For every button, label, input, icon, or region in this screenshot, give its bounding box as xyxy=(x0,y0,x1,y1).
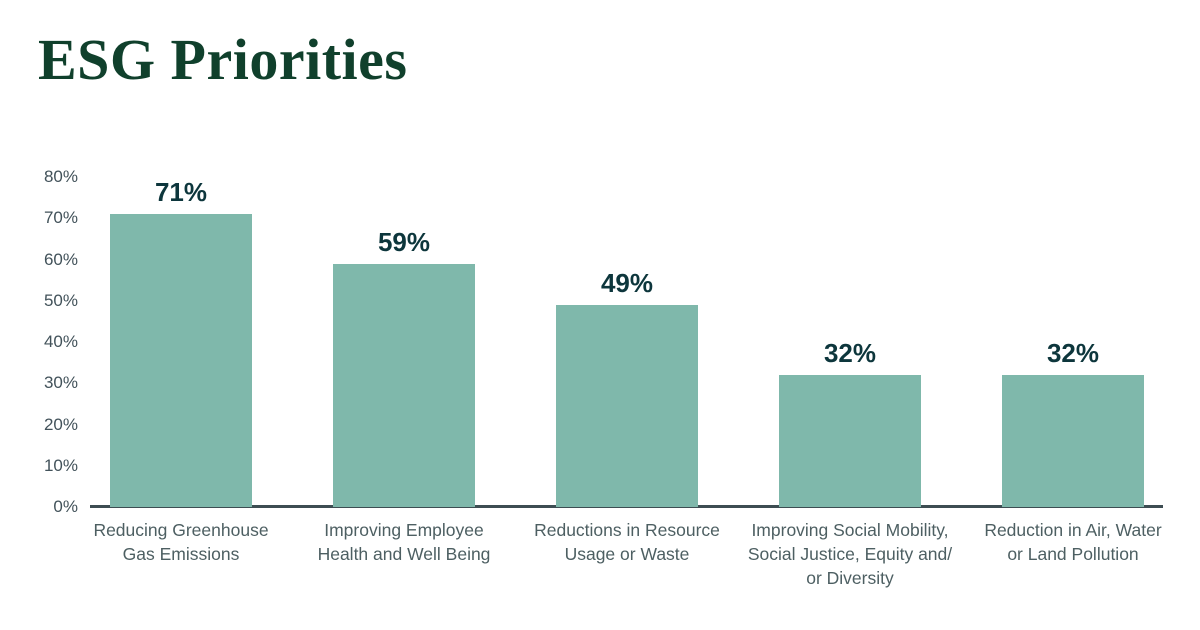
chart-title: ESG Priorities xyxy=(38,27,408,92)
category-label: Reducing Greenhouse Gas Emissions xyxy=(93,520,269,564)
category-label: Reduction in Air, Water or Land Pollutio… xyxy=(984,520,1162,564)
y-tick-label: 20% xyxy=(43,414,78,434)
category-label: Reductions in Resource Usage or Waste xyxy=(534,520,720,564)
y-axis: 0% 10% 20% 30% 40% 50% 60% 70% 80% xyxy=(0,167,78,516)
y-tick-label: 50% xyxy=(43,290,78,310)
y-tick-label: 0% xyxy=(53,497,78,516)
bar-value-label: 59% xyxy=(377,226,431,257)
bar xyxy=(333,263,475,507)
bar xyxy=(110,214,252,507)
y-tick-label: 60% xyxy=(43,249,78,269)
bar xyxy=(779,375,921,507)
y-tick-label: 70% xyxy=(43,208,78,228)
bar xyxy=(1002,375,1144,507)
y-tick-label: 80% xyxy=(43,167,78,186)
category-label: Improving Social Mobility, Social Justic… xyxy=(747,520,953,588)
plot-area: 71% 59% 49% 32% 32% xyxy=(90,177,1163,508)
x-axis-labels: Reducing Greenhouse Gas Emissions Improvi… xyxy=(90,518,1163,630)
bar-value-label: 71% xyxy=(154,177,208,208)
category-label: Improving Employee Health and Well Being xyxy=(317,520,491,564)
bar xyxy=(556,304,698,507)
bar-value-label: 49% xyxy=(600,267,654,298)
y-tick-label: 10% xyxy=(43,455,78,475)
bar-value-label: 32% xyxy=(1046,338,1100,368)
y-tick-label: 40% xyxy=(43,332,78,351)
bar-value-label: 32% xyxy=(823,338,877,368)
y-tick-label: 30% xyxy=(43,373,78,393)
